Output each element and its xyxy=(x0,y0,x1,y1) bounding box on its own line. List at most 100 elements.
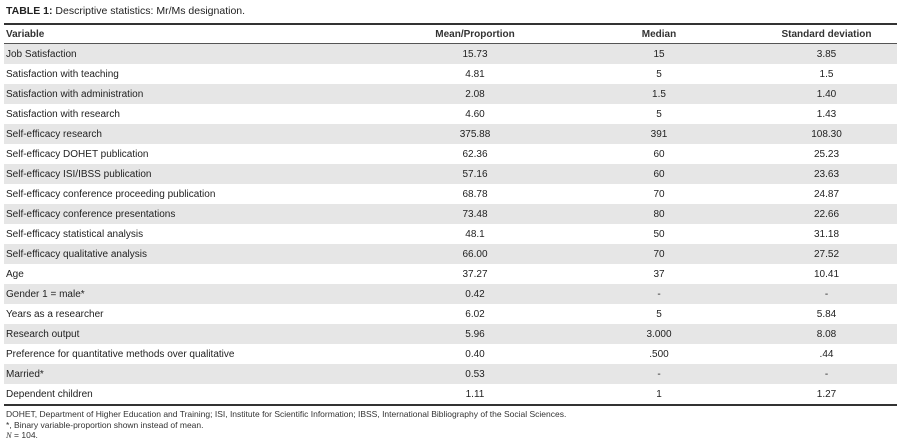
header-mean: Mean/Proportion xyxy=(435,28,515,40)
cell-median: 60 xyxy=(653,168,665,180)
cell-median: 1 xyxy=(656,388,662,400)
cell-sd: 22.66 xyxy=(813,208,840,220)
cell-variable: Self-efficacy ISI/IBSS publication xyxy=(6,168,152,180)
caption-text: Descriptive statistics: Mr/Ms designatio… xyxy=(55,5,246,17)
cell-mean: 0.40 xyxy=(465,348,485,360)
cell-sd: - xyxy=(824,288,829,300)
cell-variable: Satisfaction with research xyxy=(6,108,120,120)
n-symbol: N xyxy=(6,430,12,440)
cell-mean: 1.11 xyxy=(465,388,485,400)
cell-sd: 1.5 xyxy=(819,68,834,80)
cell-sd: 1.43 xyxy=(816,108,837,120)
cell-variable: Self-efficacy qualitative analysis xyxy=(6,248,147,260)
cell-variable: Self-efficacy research xyxy=(6,128,102,140)
table-row: Self-efficacy research 375.88 391 108.30 xyxy=(4,124,897,144)
cell-median: 70 xyxy=(653,248,665,260)
header-row: Variable Mean/Proportion Median Standard… xyxy=(4,24,897,44)
table-row: Self-efficacy qualitative analysis 66.00 7… xyxy=(4,244,897,264)
table-row: Self-efficacy statistical analysis 48.1 50… xyxy=(4,224,897,244)
cell-median: 1.5 xyxy=(652,88,666,100)
cell-mean: 5.96 xyxy=(465,328,485,340)
cell-variable: Self-efficacy statistical analysis xyxy=(6,228,144,240)
table-caption: TABLE 1: Descriptive statistics: Mr/Ms d… xyxy=(6,5,245,17)
cell-median: 5 xyxy=(656,308,662,320)
cell-sd: 27.52 xyxy=(813,248,840,260)
table-row: Self-efficacy conference proceeding publ… xyxy=(4,184,897,204)
table-row: Self-efficacy DOHET publication 62.36 60 25… xyxy=(4,144,897,164)
table-row: Age 37.27 37 10.41 xyxy=(4,264,897,284)
cell-median: 5 xyxy=(656,108,662,120)
cell-median: - xyxy=(657,288,661,300)
cell-mean: 57.16 xyxy=(462,168,488,180)
table-row: Preference for quantitative methods over… xyxy=(4,344,897,364)
cell-mean: 0.53 xyxy=(465,368,485,380)
table-row: Married* 0.53 - - xyxy=(4,364,897,384)
cell-sd: 8.08 xyxy=(816,328,837,340)
cell-variable: Married* xyxy=(6,368,44,380)
cell-sd: 5.84 xyxy=(816,308,837,320)
sample-size-note: N = 104. xyxy=(6,430,566,441)
cell-mean: 73.48 xyxy=(462,208,488,220)
cell-variable: Age xyxy=(6,268,24,280)
cell-variable: Years as a researcher xyxy=(6,308,104,320)
table-row: Research output 5.96 3.000 8.08 xyxy=(4,324,897,344)
cell-sd: - xyxy=(824,368,829,380)
cell-variable: Research output xyxy=(6,328,80,340)
header-sd: Standard deviation xyxy=(781,28,872,40)
cell-median: 70 xyxy=(653,188,665,200)
cell-median: 50 xyxy=(653,228,665,240)
cell-variable: Self-efficacy DOHET publication xyxy=(6,148,149,160)
cell-sd: 1.40 xyxy=(816,88,837,100)
cell-sd: 31.18 xyxy=(813,228,840,240)
caption-label: TABLE 1: xyxy=(6,5,53,17)
table-row: Job Satisfaction 15.73 15 3.85 xyxy=(4,43,897,64)
cell-mean: 68.78 xyxy=(462,188,488,200)
cell-variable: Self-efficacy conference presentations xyxy=(6,208,176,220)
n-value: = 104. xyxy=(11,430,38,440)
table-row: Satisfaction with administration 2.08 1.5 1… xyxy=(4,84,897,104)
cell-median: - xyxy=(657,368,661,380)
cell-median: 15 xyxy=(653,48,665,60)
table-row: Satisfaction with teaching 4.81 5 1.5 xyxy=(4,64,897,84)
cell-median: .500 xyxy=(649,348,669,360)
cell-sd: 3.85 xyxy=(816,48,837,60)
cell-mean: 37.27 xyxy=(462,268,488,280)
abbreviations-note: DOHET, Department of Higher Education an… xyxy=(6,409,567,419)
table-notes: DOHET, Department of Higher Education an… xyxy=(6,409,566,441)
cell-mean: 4.81 xyxy=(465,68,485,80)
table-row: Self-efficacy ISI/IBSS publication 57.16 6… xyxy=(4,164,897,184)
cell-median: 5 xyxy=(656,68,662,80)
table-row: Dependent children 1.11 1 1.27 xyxy=(4,384,897,405)
cell-variable: Preference for quantitative methods over… xyxy=(6,348,235,360)
cell-mean: 0.42 xyxy=(465,288,485,300)
binary-note: *, Binary variable-proportion shown inst… xyxy=(6,419,204,430)
cell-median: 60 xyxy=(653,148,665,160)
cell-variable: Job Satisfaction xyxy=(6,48,77,60)
cell-mean: 48.1 xyxy=(465,228,485,240)
cell-mean: 2.08 xyxy=(465,88,485,100)
cell-sd: 24.87 xyxy=(813,188,840,200)
cell-sd: 108.30 xyxy=(811,128,842,140)
table-row: Self-efficacy conference presentations 73… xyxy=(4,204,897,224)
cell-sd: 10.41 xyxy=(813,268,840,280)
cell-mean: 4.60 xyxy=(465,108,485,120)
cell-variable: Dependent children xyxy=(6,388,93,400)
table-row: Gender 1 = male* 0.42 - - xyxy=(4,284,897,304)
descriptive-statistics-table: Variable Mean/Proportion Median Standard… xyxy=(4,23,897,406)
cell-mean: 6.02 xyxy=(465,308,485,320)
cell-mean: 62.36 xyxy=(462,148,488,160)
table-row: Satisfaction with research 4.60 5 1.43 xyxy=(4,104,897,124)
cell-median: 3.000 xyxy=(646,328,672,340)
cell-mean: 66.00 xyxy=(462,248,488,260)
cell-sd: .44 xyxy=(819,348,834,360)
cell-variable: Satisfaction with administration xyxy=(6,88,144,100)
cell-variable: Self-efficacy conference proceeding publ… xyxy=(6,188,216,200)
cell-median: 80 xyxy=(653,208,665,220)
cell-median: 37 xyxy=(653,268,665,280)
cell-sd: 25.23 xyxy=(813,148,840,160)
table-row: Years as a researcher 6.02 5 5.84 xyxy=(4,304,897,324)
cell-mean: 15.73 xyxy=(462,48,488,60)
cell-variable: Gender 1 = male* xyxy=(6,288,85,300)
cell-sd: 23.63 xyxy=(813,168,840,180)
header-median: Median xyxy=(641,28,677,40)
